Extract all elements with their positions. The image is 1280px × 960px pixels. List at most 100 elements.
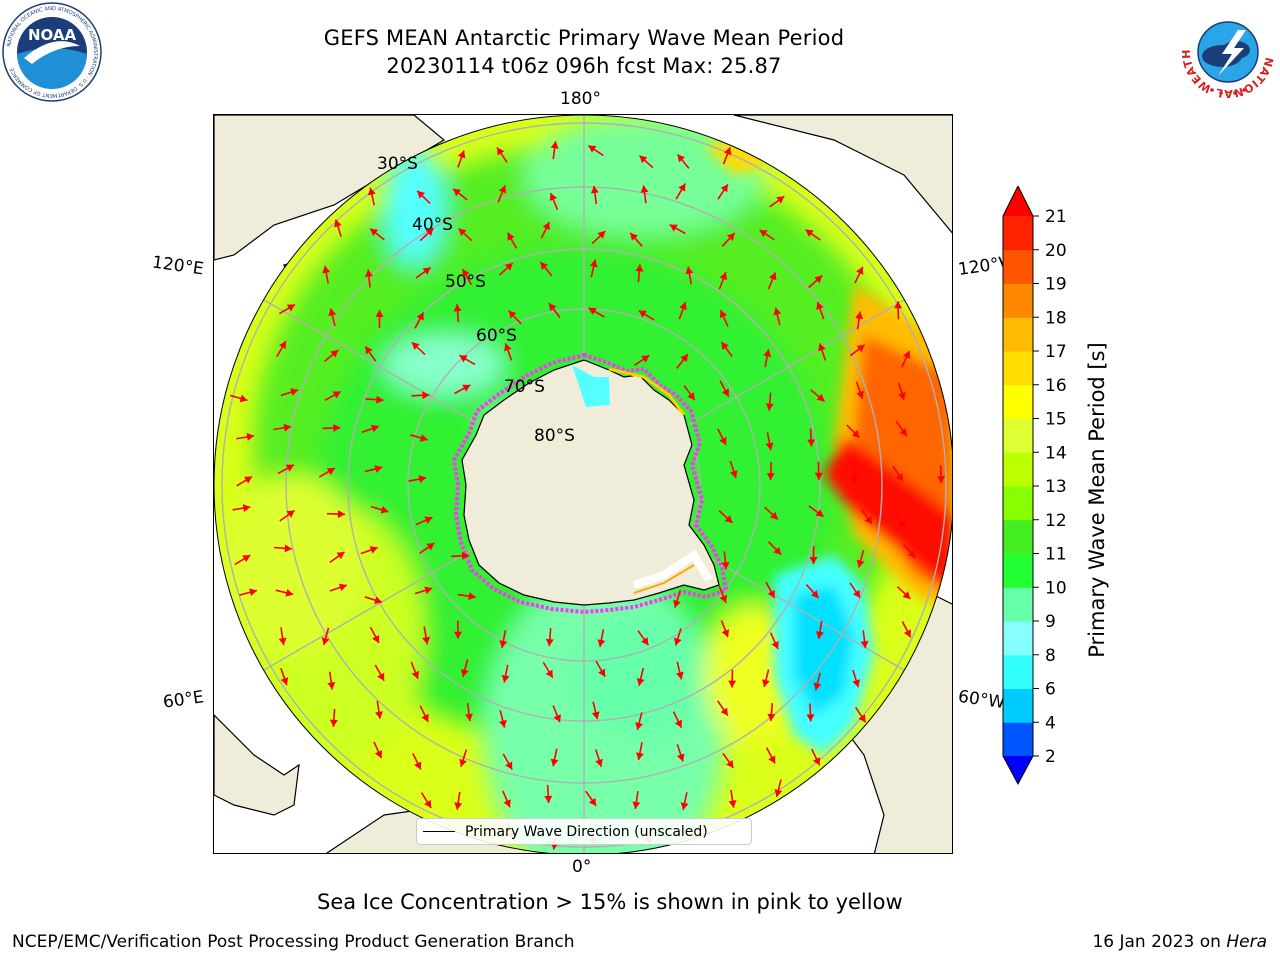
colorbar-tick-label: 11 bbox=[1045, 545, 1067, 565]
wave-arrow-head bbox=[768, 755, 776, 764]
wave-arrow-head bbox=[860, 640, 869, 649]
wave-arrow-head bbox=[937, 476, 946, 484]
wave-arrow-head bbox=[669, 224, 678, 232]
latitude-labels: 30°S 40°S 50°S 60°S 70°S 80°S bbox=[377, 154, 575, 446]
wave-arrow-head bbox=[810, 590, 819, 599]
wave-arrow-head bbox=[720, 184, 728, 193]
wave-arrow-head bbox=[422, 267, 431, 275]
sea-ice-fringe bbox=[451, 352, 729, 615]
wave-arrow-head bbox=[459, 355, 468, 363]
noaa-logo: NATIONAL OCEANIC AND ATMOSPHERIC ADMINIS… bbox=[2, 2, 102, 102]
wave-arrow-head bbox=[597, 231, 606, 239]
wave-arrow-head bbox=[416, 312, 424, 321]
wave-arrow-head bbox=[497, 147, 505, 156]
wave-arrow-head bbox=[762, 679, 770, 687]
wave-arrow-head bbox=[640, 185, 649, 193]
wave-arrow-head bbox=[465, 713, 473, 722]
wave-arrow-head bbox=[858, 714, 866, 723]
wave-arrow-head bbox=[411, 342, 420, 351]
wave-arrow-head bbox=[590, 186, 599, 194]
wave-arrow-head bbox=[895, 473, 903, 482]
wave-arrow-head bbox=[635, 264, 644, 272]
colorbar-band bbox=[1003, 249, 1033, 284]
wave-arrow-head bbox=[458, 228, 467, 237]
wave-arrow-head bbox=[504, 343, 512, 352]
wave-arrow-head bbox=[540, 262, 548, 270]
footer-date-text: 16 Jan 2023 on bbox=[1092, 932, 1227, 952]
wave-arrow-head bbox=[326, 468, 335, 476]
wave-arrow-head bbox=[588, 307, 597, 315]
lat-label-40s: 40°S bbox=[412, 215, 453, 235]
wave-arrow-head bbox=[807, 439, 816, 447]
wave-direction-arrows bbox=[229, 141, 946, 850]
colorbar-band bbox=[1003, 722, 1033, 757]
wave-arrow-head bbox=[548, 303, 557, 312]
wave-arrow-head bbox=[278, 637, 287, 646]
wave-arrow-head bbox=[322, 265, 331, 274]
wave-arrow-head bbox=[814, 472, 823, 480]
colorbar-tick-label: 4 bbox=[1045, 713, 1056, 733]
lon-label-60e: 60°E bbox=[161, 687, 206, 713]
lon-label-0: 0° bbox=[572, 857, 592, 877]
wave-arrow-head bbox=[856, 344, 865, 353]
wave-arrow-head bbox=[767, 589, 775, 599]
wave-arrow-head bbox=[542, 222, 550, 231]
wave-arrow-head bbox=[598, 668, 606, 677]
wave-arrow-head bbox=[816, 302, 824, 310]
wave-arrow-head bbox=[411, 670, 420, 679]
colorbar-band bbox=[1003, 519, 1033, 554]
wave-arrow-head bbox=[673, 599, 681, 608]
wave-arrow-head bbox=[776, 196, 785, 204]
wave-arrow-head bbox=[503, 799, 511, 808]
colorbar-tick-label: 18 bbox=[1045, 308, 1067, 328]
colorbar-tick-label: 16 bbox=[1045, 376, 1067, 396]
wave-arrow-head bbox=[721, 561, 730, 570]
wave-arrow-head bbox=[375, 309, 384, 317]
colorbar-band bbox=[1003, 587, 1033, 622]
wave-arrow-head bbox=[850, 476, 859, 484]
wave-arrow-head bbox=[461, 551, 470, 560]
wave-arrow-head bbox=[246, 432, 255, 441]
wave-arrow-head bbox=[499, 640, 508, 648]
wave-arrow-head bbox=[635, 752, 644, 760]
wave-arrow-head bbox=[417, 190, 425, 199]
colorbar-tick-label: 15 bbox=[1045, 410, 1067, 430]
wave-arrow-head bbox=[321, 637, 330, 646]
wave-arrow-head bbox=[773, 546, 782, 555]
wave-arrow-head bbox=[376, 395, 384, 404]
wave-arrow-head bbox=[327, 682, 336, 690]
wave-arrow-head bbox=[815, 509, 824, 517]
wave-arrow-head bbox=[370, 424, 379, 433]
wave-arrow-head bbox=[677, 154, 686, 163]
wave-arrow-head bbox=[597, 639, 606, 647]
wave-arrow-head bbox=[544, 795, 553, 803]
wave-arrow-head bbox=[424, 516, 433, 524]
colorbar-bands bbox=[1002, 186, 1034, 786]
wave-arrow-head bbox=[425, 228, 434, 236]
colorbar-band bbox=[1003, 654, 1033, 689]
wave-arrow-head bbox=[728, 680, 737, 688]
wave-arrow-head bbox=[852, 589, 861, 598]
wave-arrow-head bbox=[773, 307, 782, 316]
wave-arrow-head bbox=[244, 476, 253, 484]
colorbar-band bbox=[1003, 621, 1033, 656]
wave-arrow-head bbox=[721, 341, 729, 350]
lat-label-70s: 70°S bbox=[504, 377, 545, 397]
lon-label-180: 180° bbox=[560, 89, 601, 109]
wave-arrow-head bbox=[283, 423, 292, 432]
wave-arrow-head bbox=[673, 637, 682, 646]
wave-arrow-head bbox=[367, 187, 376, 196]
wave-arrow-head bbox=[414, 761, 422, 770]
colorbar-tick-label: 9 bbox=[1045, 612, 1056, 632]
wave-arrow-head bbox=[638, 310, 647, 318]
wave-arrow-head bbox=[498, 185, 507, 194]
wave-arrow-head bbox=[242, 555, 251, 563]
wave-arrow-head bbox=[374, 465, 383, 473]
wave-arrow-head bbox=[280, 677, 289, 686]
wave-arrow-head bbox=[813, 682, 822, 691]
wave-arrow-head bbox=[726, 233, 735, 241]
wave-arrow-head bbox=[894, 301, 903, 309]
wave-arrow-head bbox=[290, 388, 299, 396]
wave-arrow-head bbox=[723, 147, 732, 156]
wave-arrow-head bbox=[374, 596, 383, 605]
